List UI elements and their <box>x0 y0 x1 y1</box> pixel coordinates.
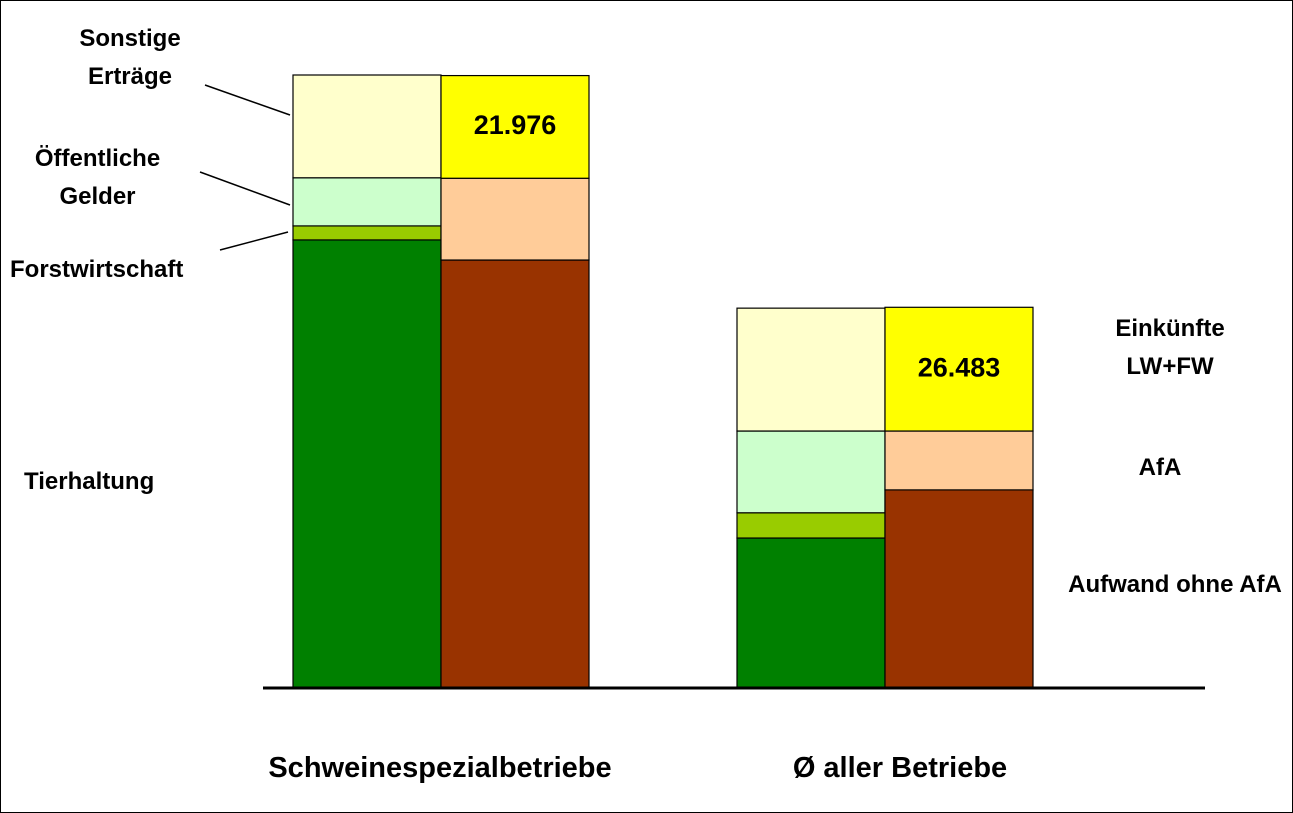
legend-label: Öffentliche Gelder <box>34 145 161 210</box>
bar-segment <box>884 306 1034 432</box>
bar-segment <box>440 74 590 179</box>
data-label: 26.483 <box>918 352 1001 382</box>
legend-label: AfA <box>1138 454 1182 481</box>
leader-line <box>204 84 291 116</box>
x-tick-label: Schweinespezialbetriebe <box>268 752 612 784</box>
legend-label: Einkünfte LW+FW <box>1115 315 1225 380</box>
bar-segment <box>884 489 1034 689</box>
legend-label: Sonstige Erträge <box>79 25 181 90</box>
bar-segment <box>440 259 590 689</box>
data-label: 21.976 <box>474 110 557 140</box>
bar-segment <box>440 177 590 261</box>
leader-line <box>219 231 289 251</box>
bar-segment <box>292 177 442 227</box>
legend-label: Forstwirtschaft <box>10 256 184 283</box>
legend-label: Tierhaltung <box>24 468 155 495</box>
bar-segment <box>736 307 886 432</box>
bar-segment <box>736 512 886 539</box>
bar-segment <box>292 239 442 689</box>
bar-segment <box>736 537 886 689</box>
leader-line <box>199 171 291 206</box>
bar-segment <box>884 430 1034 491</box>
bar-segment <box>292 74 442 179</box>
x-tick-label: Ø aller Betriebe <box>792 752 1008 784</box>
bar-segment <box>292 225 442 241</box>
bar-segment <box>736 430 886 514</box>
legend-label: Aufwand ohne AfA <box>1068 571 1282 598</box>
